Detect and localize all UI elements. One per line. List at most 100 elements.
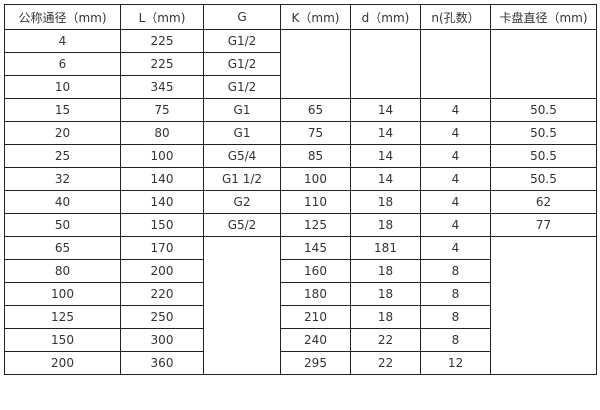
table-row: 65 170 145 181 4 (4, 236, 597, 375)
table-row: 50 150 G5/2 125 18 4 77 (4, 213, 597, 237)
cell-hole-count: 4 (420, 167, 491, 191)
table-row: 150 300 240 22 8 (4, 328, 597, 352)
cell-d: 181 (350, 236, 421, 260)
header-row: 公称通径（mm) L（mm) G K（mm) d（mm) n(孔数） 卡盘直径（mm) (4, 4, 597, 30)
cell-length: 300 (120, 328, 204, 352)
cell-length: 225 (120, 29, 204, 53)
cell-d: 14 (350, 98, 421, 122)
cell-nominal-diameter: 4 (4, 29, 121, 53)
cell-length: 200 (120, 259, 204, 283)
cell-length: 140 (120, 167, 204, 191)
cell-k (280, 29, 351, 99)
table-row: 80 200 160 18 8 (4, 259, 597, 283)
cell-d: 18 (350, 282, 421, 306)
cell-chuck-diameter: 77 (490, 213, 597, 237)
table-row: 32 140 G1 1/2 100 14 4 50.5 (4, 167, 597, 191)
cell-hole-count: 8 (420, 305, 491, 329)
cell-nominal-diameter: 65 (4, 236, 121, 260)
header-d: d（mm) (350, 4, 421, 30)
cell-k: 295 (280, 351, 351, 375)
table-row: 15 75 G1 65 14 4 50.5 (4, 98, 597, 122)
header-thread-g: G (203, 4, 281, 30)
cell-hole-count: 4 (420, 213, 491, 237)
table-row: 20 80 G1 75 14 4 50.5 (4, 121, 597, 145)
cell-k: 160 (280, 259, 351, 283)
cell-length: 250 (120, 305, 204, 329)
cell-k: 125 (280, 213, 351, 237)
cell-length: 225 (120, 52, 204, 76)
header-length: L（mm) (120, 4, 204, 30)
cell-d: 14 (350, 144, 421, 168)
cell-length: 360 (120, 351, 204, 375)
cell-hole-count: 4 (420, 121, 491, 145)
cell-hole-count: 8 (420, 328, 491, 352)
cell-length: 150 (120, 213, 204, 237)
cell-nominal-diameter: 50 (4, 213, 121, 237)
cell-nominal-diameter: 125 (4, 305, 121, 329)
cell-k: 210 (280, 305, 351, 329)
cell-thread-g: G1 1/2 (203, 167, 281, 191)
cell-chuck-diameter: 62 (490, 190, 597, 214)
cell-k: 100 (280, 167, 351, 191)
cell-length: 170 (120, 236, 204, 260)
cell-hole-count: 8 (420, 259, 491, 283)
cell-hole-count: 4 (420, 98, 491, 122)
header-nominal-diameter: 公称通径（mm) (4, 4, 121, 30)
cell-length: 75 (120, 98, 204, 122)
cell-nominal-diameter: 150 (4, 328, 121, 352)
cell-nominal-diameter: 20 (4, 121, 121, 145)
cell-thread-g: G1/2 (203, 52, 281, 76)
cell-d: 22 (350, 328, 421, 352)
table-row: 25 100 G5/4 85 14 4 50.5 (4, 144, 597, 168)
cell-chuck-diameter (490, 29, 597, 99)
header-chuck-diameter: 卡盘直径（mm) (490, 4, 597, 30)
cell-nominal-diameter: 25 (4, 144, 121, 168)
cell-length: 140 (120, 190, 204, 214)
cell-chuck-diameter: 50.5 (490, 98, 597, 122)
cell-k: 75 (280, 121, 351, 145)
cell-nominal-diameter: 200 (4, 351, 121, 375)
cell-d (350, 29, 421, 99)
cell-thread-g: G5/4 (203, 144, 281, 168)
cell-d: 18 (350, 213, 421, 237)
cell-chuck-diameter (490, 236, 597, 375)
spec-table: 公称通径（mm) L（mm) G K（mm) d（mm) n(孔数） 卡盘直径（mm) 4 22… (4, 4, 597, 375)
cell-k: 180 (280, 282, 351, 306)
cell-nominal-diameter: 6 (4, 52, 121, 76)
cell-thread-g (203, 236, 281, 375)
cell-hole-count: 4 (420, 190, 491, 214)
cell-nominal-diameter: 80 (4, 259, 121, 283)
cell-d: 18 (350, 190, 421, 214)
table-row: 6 225 G1/2 (4, 52, 597, 76)
cell-hole-count: 8 (420, 282, 491, 306)
cell-nominal-diameter: 10 (4, 75, 121, 99)
cell-hole-count (420, 29, 491, 99)
cell-nominal-diameter: 32 (4, 167, 121, 191)
cell-hole-count: 12 (420, 351, 491, 375)
cell-length: 345 (120, 75, 204, 99)
cell-hole-count: 4 (420, 236, 491, 260)
cell-k: 240 (280, 328, 351, 352)
header-k: K（mm) (280, 4, 351, 30)
table-row: 200 360 295 22 12 (4, 351, 597, 375)
cell-d: 22 (350, 351, 421, 375)
cell-chuck-diameter: 50.5 (490, 121, 597, 145)
cell-thread-g: G5/2 (203, 213, 281, 237)
cell-d: 18 (350, 305, 421, 329)
cell-d: 14 (350, 167, 421, 191)
table-row: 4 225 G1/2 (4, 29, 597, 99)
cell-nominal-diameter: 40 (4, 190, 121, 214)
cell-d: 18 (350, 259, 421, 283)
cell-chuck-diameter: 50.5 (490, 167, 597, 191)
cell-nominal-diameter: 100 (4, 282, 121, 306)
header-hole-count: n(孔数） (420, 4, 491, 30)
cell-thread-g: G1 (203, 121, 281, 145)
cell-chuck-diameter: 50.5 (490, 144, 597, 168)
cell-thread-g: G1/2 (203, 29, 281, 53)
cell-nominal-diameter: 15 (4, 98, 121, 122)
cell-hole-count: 4 (420, 144, 491, 168)
cell-thread-g: G1/2 (203, 75, 281, 99)
cell-k: 145 (280, 236, 351, 260)
cell-thread-g: G1 (203, 98, 281, 122)
table-row: 125 250 210 18 8 (4, 305, 597, 329)
